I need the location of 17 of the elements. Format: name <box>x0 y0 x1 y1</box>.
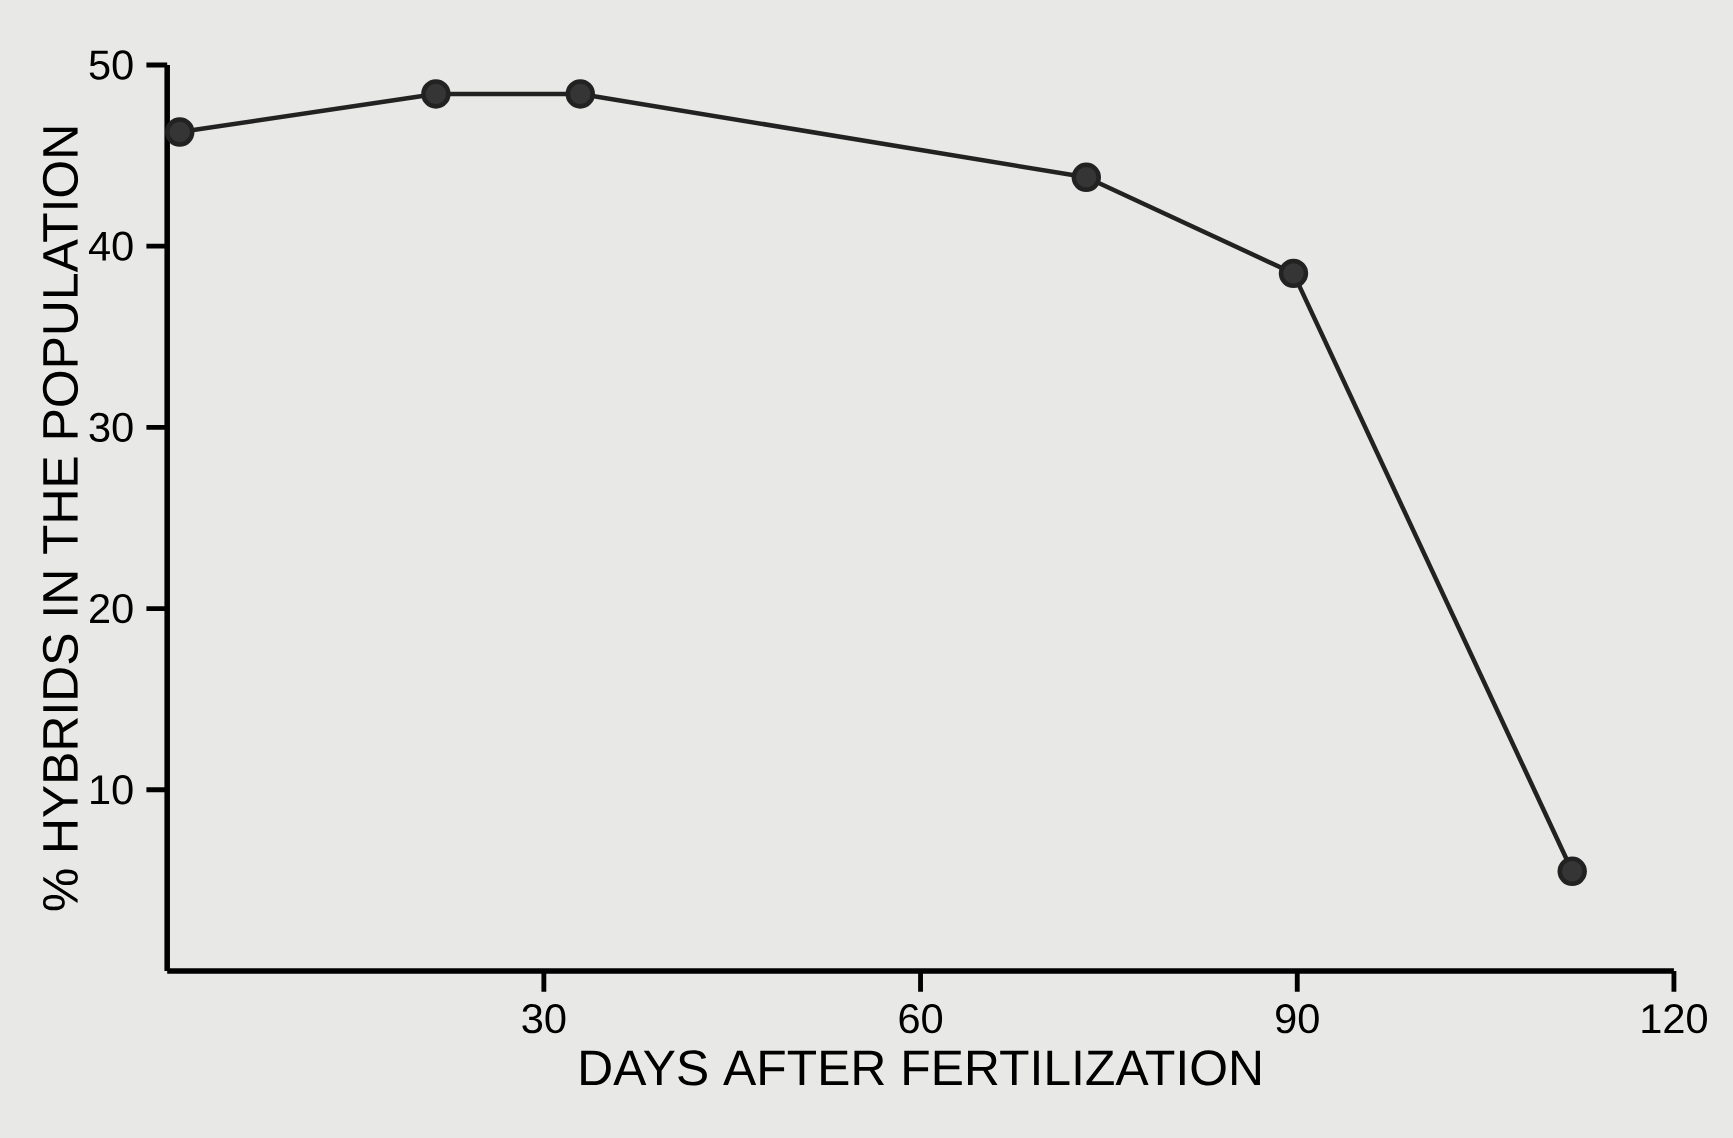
y-tick-label: 40 <box>88 231 133 261</box>
point <box>1071 162 1102 192</box>
x-tick-label: 90 <box>1276 1003 1319 1034</box>
y-tick-label: 50 <box>89 50 133 80</box>
point <box>421 79 451 109</box>
x-tick-label: 30 <box>522 1003 566 1034</box>
y-axis-title: % HYBRIDS IN THE POPULATION <box>42 127 79 911</box>
point <box>165 117 195 147</box>
point <box>565 79 595 109</box>
y-tick-label: 30 <box>89 412 133 442</box>
x-axis-title: DAYS AFTER FERTILIZATION <box>581 1050 1260 1086</box>
y-tick-label: 10 <box>91 774 133 805</box>
x-tick-label: 60 <box>899 1003 943 1034</box>
point <box>1557 856 1587 886</box>
y-tick-label: 20 <box>90 593 133 624</box>
point <box>1278 258 1309 288</box>
x-tick-label: 120 <box>1642 1003 1707 1034</box>
